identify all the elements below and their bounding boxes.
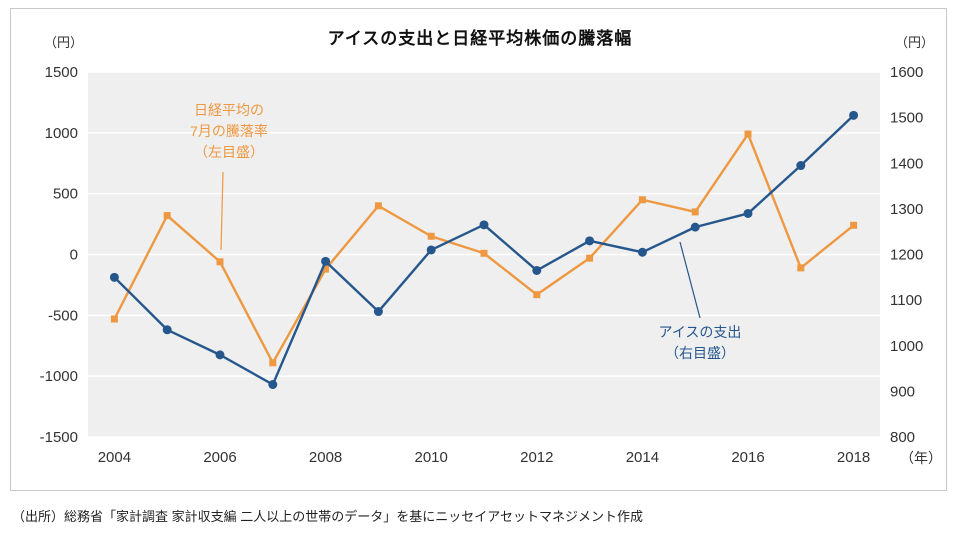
marker-circle [796, 161, 806, 171]
marker-square [427, 232, 435, 240]
marker-circle [479, 220, 489, 230]
marker-square [110, 315, 118, 323]
right-axis-tick: 1000 [890, 338, 923, 355]
right-axis-tick: 1500 [890, 110, 923, 127]
ice-series-label-line1: アイスの支出 [658, 324, 742, 340]
chart-canvas: 1500 1000 500 0 -500 -1000 -1500 1600 1500 1400 13… [40, 64, 924, 466]
x-axis-tick: 2012 [520, 449, 553, 466]
right-axis-unit: （円） [894, 35, 934, 50]
x-axis-tick: 2018 [837, 449, 870, 466]
x-axis-tick: 2006 [203, 449, 236, 466]
left-axis-tick: 1000 [45, 125, 78, 142]
marker-square [638, 196, 646, 204]
marker-square [269, 359, 277, 367]
nikkei-callout-line [220, 171, 224, 251]
ice-series-label-line2: （右目盛） [665, 345, 735, 361]
marker-square [744, 130, 752, 138]
x-axis-tick: 2016 [731, 449, 764, 466]
right-axis-tick: 1100 [890, 292, 922, 309]
left-axis-tick: -1500 [40, 429, 78, 446]
marker-square [374, 202, 382, 210]
marker-square [533, 291, 541, 299]
marker-circle [532, 265, 542, 275]
x-axis-tick: 2010 [415, 449, 448, 466]
nikkei-series-label-line2: 7月の騰落率 [190, 123, 268, 139]
marker-square [480, 249, 488, 257]
marker-square [216, 258, 224, 266]
marker-square [850, 221, 858, 229]
marker-square [797, 264, 805, 272]
left-axis-unit: （円） [44, 35, 84, 50]
nikkei-series-label-line3: （左目盛） [194, 144, 264, 160]
marker-circle [585, 236, 595, 246]
right-axis-tick: 900 [890, 383, 915, 400]
marker-square [163, 212, 171, 220]
nikkei-series-label: 日経平均の 7月の騰落率 （左目盛） [156, 100, 302, 163]
marker-circle [162, 325, 172, 335]
marker-circle [690, 222, 700, 232]
x-axis-tick: 2004 [98, 449, 131, 466]
right-axis-tick: 1600 [890, 64, 923, 81]
marker-circle [268, 380, 278, 390]
ice-callout-line [679, 241, 701, 319]
right-axis-tick: 1200 [890, 247, 923, 264]
nikkei-series-label-line1: 日経平均の [194, 102, 264, 118]
marker-square [691, 208, 699, 216]
x-axis-unit: （年） [900, 450, 942, 466]
marker-circle [373, 307, 383, 317]
marker-circle [109, 272, 119, 282]
x-axis-tick: 2008 [309, 449, 342, 466]
marker-circle [637, 247, 647, 257]
left-axis-tick: 1500 [45, 64, 78, 81]
left-axis-tick: 0 [70, 247, 78, 264]
right-axis-tick: 1400 [890, 155, 923, 172]
marker-circle [849, 110, 859, 120]
marker-circle [743, 208, 753, 218]
source-note: （出所）総務省「家計調査 家計収支編 二人以上の世帯のデータ」を基にニッセイアセ… [12, 509, 643, 524]
left-axis-tick: -500 [48, 307, 78, 324]
x-axis-tick: 2014 [626, 449, 659, 466]
marker-square [322, 265, 330, 273]
marker-circle [321, 256, 331, 266]
marker-square [586, 254, 594, 262]
right-axis-tick: 1300 [890, 201, 923, 218]
right-axis-tick: 800 [890, 429, 915, 446]
ice-series-label: アイスの支出 （右目盛） [634, 322, 766, 364]
marker-circle [215, 350, 225, 360]
left-axis-tick: 500 [53, 186, 78, 203]
marker-circle [426, 245, 436, 255]
chart-title: アイスの支出と日経平均株価の騰落幅 [327, 29, 633, 48]
left-axis-tick: -1000 [40, 368, 78, 385]
